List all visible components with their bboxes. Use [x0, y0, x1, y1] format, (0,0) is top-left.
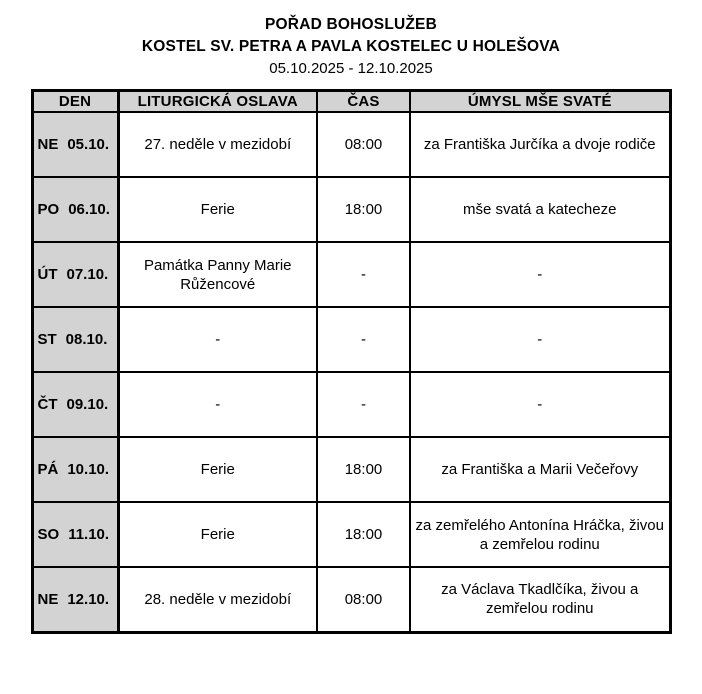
- table-row: PO 06.10. Ferie 18:00 mše svatá a katech…: [31, 176, 671, 243]
- header-time: ČAS: [316, 89, 411, 113]
- intention-cell: za zemřelého Antonína Hráčka, živou a ze…: [409, 501, 671, 568]
- day-date: 05.10.: [67, 136, 110, 153]
- day-date: 07.10.: [66, 266, 109, 283]
- day-date: 06.10.: [68, 201, 110, 218]
- time-cell: 08:00: [316, 111, 411, 178]
- time-cell: -: [316, 306, 411, 373]
- table-row: ČT 09.10. - - -: [31, 371, 671, 438]
- time-cell: 18:00: [316, 176, 411, 243]
- intention-cell: za Františka a Marii Večeřovy: [409, 436, 671, 503]
- intention-cell: -: [409, 371, 671, 438]
- celebration-cell: Ferie: [117, 501, 318, 568]
- day-date: 09.10.: [66, 396, 109, 413]
- intention-cell: mše svatá a katecheze: [409, 176, 671, 243]
- day-date: 08.10.: [65, 331, 108, 348]
- document-title: POŘAD BOHOSLUŽEB: [265, 16, 437, 33]
- day-cell: ST 08.10.: [31, 306, 120, 373]
- time-cell: -: [316, 241, 411, 308]
- intention-cell: -: [409, 241, 671, 308]
- day-cell: SO 11.10.: [31, 501, 120, 568]
- day-abbrev: PO: [37, 201, 60, 218]
- table-row: NE 12.10. 28. neděle v mezidobí 08:00 za…: [31, 566, 671, 633]
- celebration-cell: -: [117, 371, 318, 438]
- schedule-table: DEN LITURGICKÁ OSLAVA ČAS ÚMYSL MŠE SVAT…: [30, 89, 672, 634]
- day-date: 11.10.: [68, 526, 110, 543]
- day-abbrev: NE: [37, 590, 59, 608]
- day-cell: NE 12.10.: [31, 566, 120, 633]
- table-row: SO 11.10. Ferie 18:00 za zemřelého Anton…: [31, 501, 671, 568]
- day-cell: PÁ 10.10.: [31, 436, 120, 503]
- header-intention: ÚMYSL MŠE SVATÉ: [409, 89, 671, 113]
- celebration-cell: 28. neděle v mezidobí: [117, 566, 318, 633]
- day-cell: NE 05.10.: [31, 111, 120, 178]
- celebration-cell: Ferie: [117, 436, 318, 503]
- celebration-cell: -: [117, 306, 318, 373]
- date-range: 05.10.2025 - 12.10.2025: [269, 60, 433, 77]
- day-date: 10.10.: [67, 461, 110, 478]
- table-row: PÁ 10.10. Ferie 18:00 za Františka a Mar…: [31, 436, 671, 503]
- time-cell: 08:00: [316, 566, 411, 633]
- document-header: POŘAD BOHOSLUŽEB KOSTEL SV. PETRA A PAVL…: [0, 0, 702, 80]
- table-header-row: DEN LITURGICKÁ OSLAVA ČAS ÚMYSL MŠE SVAT…: [31, 89, 671, 113]
- day-abbrev: SO: [37, 526, 60, 543]
- day-abbrev: ÚT: [37, 266, 58, 283]
- celebration-cell: Ferie: [117, 176, 318, 243]
- day-abbrev: PÁ: [37, 461, 59, 478]
- day-cell: ČT 09.10.: [31, 371, 120, 438]
- time-cell: -: [316, 371, 411, 438]
- day-abbrev: ST: [37, 331, 57, 348]
- church-name: KOSTEL SV. PETRA A PAVLA KOSTELEC U HOLE…: [141, 38, 561, 55]
- time-cell: 18:00: [316, 436, 411, 503]
- day-abbrev: ČT: [37, 396, 58, 413]
- intention-cell: za Františka Jurčíka a dvoje rodiče: [409, 111, 671, 178]
- intention-cell: za Václava Tkadlčíka, živou a zemřelou r…: [409, 566, 671, 633]
- header-day: DEN: [31, 89, 120, 113]
- day-cell: PO 06.10.: [31, 176, 120, 243]
- day-cell: ÚT 07.10.: [31, 241, 120, 308]
- table-row: ST 08.10. - - -: [31, 306, 671, 373]
- intention-cell: -: [409, 306, 671, 373]
- celebration-cell: 27. neděle v mezidobí: [117, 111, 318, 178]
- celebration-cell: Památka Panny Marie Růžencové: [117, 241, 318, 308]
- table-row: NE 05.10. 27. neděle v mezidobí 08:00 za…: [31, 111, 671, 178]
- time-cell: 18:00: [316, 501, 411, 568]
- day-date: 12.10.: [67, 590, 110, 608]
- header-celebration: LITURGICKÁ OSLAVA: [117, 89, 318, 113]
- table-row: ÚT 07.10. Památka Panny Marie Růžencové …: [31, 241, 671, 308]
- day-abbrev: NE: [37, 136, 59, 153]
